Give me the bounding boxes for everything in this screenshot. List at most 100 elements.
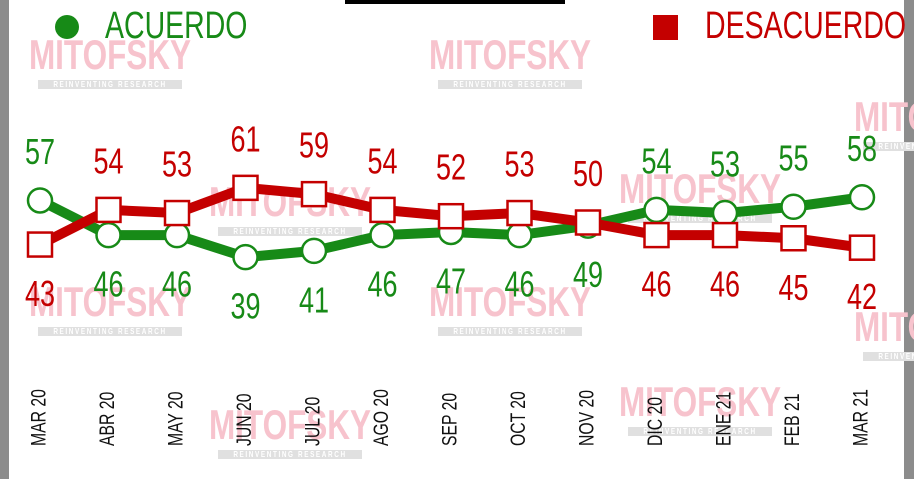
point-marker	[95, 196, 122, 224]
point-marker	[643, 221, 670, 249]
watermark-band	[38, 80, 182, 89]
point-marker	[232, 174, 259, 202]
watermark-tagline: REINVENTING RESEARCH	[453, 79, 566, 89]
data-label: 46	[641, 264, 671, 305]
data-label: 54	[367, 141, 397, 182]
point-marker	[780, 225, 807, 252]
data-label: 49	[573, 254, 603, 295]
data-label: 59	[299, 125, 329, 166]
data-label: 46	[93, 264, 123, 305]
point-marker	[780, 193, 807, 220]
watermark-band	[218, 227, 362, 236]
data-label: 41	[299, 280, 329, 321]
data-label: 43	[25, 273, 55, 314]
point-marker	[26, 231, 54, 258]
data-label: 52	[436, 147, 466, 188]
watermark-band	[628, 427, 772, 436]
point-marker	[95, 221, 122, 249]
data-label: 39	[230, 286, 260, 327]
watermark: MITOFSKY	[209, 401, 371, 449]
data-label: 54	[93, 141, 123, 182]
data-label: 55	[778, 137, 808, 178]
legend-label: DESACUERDO	[705, 5, 906, 47]
x-tick-label: FEB 21	[780, 394, 804, 446]
watermark-tagline: REINVENTING RESEARCH	[53, 326, 166, 336]
watermark-band	[438, 80, 582, 89]
watermark: MITOFSKY	[429, 278, 591, 326]
data-label: 42	[847, 276, 877, 317]
data-label: 46	[710, 264, 740, 305]
x-tick-label: DIC 20	[643, 397, 667, 446]
point-marker	[506, 221, 533, 249]
watermark-tagline: REINVENTING RESEARCH	[453, 326, 566, 336]
data-label: 50	[573, 153, 603, 194]
x-tick-label: OCT 20	[506, 391, 530, 446]
watermark-band	[863, 142, 914, 151]
watermark-tagline: REINVENTING RESEARCH	[643, 426, 756, 436]
point-marker	[848, 184, 876, 211]
x-tick-label: MAR 21	[848, 389, 872, 446]
legend: ACUERDO DESACUERDO	[55, 5, 906, 47]
x-tick-label: MAY 20	[163, 391, 187, 446]
point-marker	[506, 199, 533, 227]
x-tick-label: AGO 20	[369, 389, 393, 446]
watermark-tagline: REINVENTING RESEARCH	[643, 213, 756, 223]
watermark-band	[628, 214, 772, 223]
legend-marker	[55, 15, 79, 39]
point-marker	[711, 199, 739, 227]
plot: MAR 20 ABR 20 MAY 20 JUN 20 JUL 20 AGO 20 SEP …	[25, 119, 877, 446]
data-label: 53	[710, 144, 740, 185]
x-tick-label: JUN 20	[232, 394, 256, 446]
watermark-tagline: REINVENTING RESEARCH	[233, 226, 346, 236]
watermark-tagline: REINVENTING RESEARCH	[878, 351, 914, 361]
point-marker	[163, 199, 191, 227]
watermark-tagline: REINVENTING RESEARCH	[233, 449, 346, 459]
data-label: 47	[436, 261, 466, 302]
data-label: 54	[641, 141, 671, 182]
watermark: MITOFSKY	[29, 278, 191, 326]
point-marker	[300, 237, 328, 265]
watermark: MITOFSKY	[854, 93, 914, 141]
data-label: 45	[778, 267, 808, 308]
point-marker	[369, 221, 396, 249]
point-marker	[300, 180, 328, 208]
data-label: 53	[504, 144, 534, 185]
watermark: MITOFSKY	[429, 31, 591, 79]
data-label: 57	[25, 131, 55, 172]
data-label: 53	[162, 144, 192, 185]
x-tick-label: SEP 20	[437, 393, 461, 446]
watermark-band	[38, 327, 182, 336]
x-tick-label: MAR 20	[26, 389, 50, 446]
point-marker	[574, 209, 602, 236]
left-border	[0, 0, 9, 479]
watermark: MITOFSKY	[29, 31, 191, 79]
legend-label: ACUERDO	[105, 5, 247, 47]
watermark-tagline: REINVENTING RESEARCH	[53, 79, 166, 89]
watermark-band	[863, 352, 914, 361]
point-marker	[369, 196, 396, 224]
point-marker	[711, 221, 739, 249]
x-tick-label: ABR 20	[95, 392, 119, 446]
data-label: 58	[847, 128, 877, 169]
point-marker	[163, 221, 191, 249]
x-tick-label: NOV 20	[574, 390, 598, 446]
data-label: 61	[230, 119, 260, 160]
point-marker	[643, 196, 670, 224]
watermark-band	[438, 327, 582, 336]
legend-marker	[653, 15, 678, 40]
watermark-tagline: REINVENTING RESEARCH	[878, 141, 914, 151]
point-marker	[437, 202, 465, 230]
x-tick-label: JUL 20	[300, 397, 324, 446]
point-marker	[232, 243, 259, 271]
x-tick-label: ENE 21	[711, 392, 735, 446]
right-border	[904, 0, 914, 479]
top-bar	[345, 0, 565, 4]
watermark-band	[218, 450, 362, 459]
data-label: 46	[162, 264, 192, 305]
point-marker	[26, 187, 54, 214]
point-marker	[848, 234, 876, 261]
data-label: 46	[367, 264, 397, 305]
watermark: MITOFSKY	[619, 378, 781, 426]
watermark: MITOFSKY	[854, 303, 914, 351]
